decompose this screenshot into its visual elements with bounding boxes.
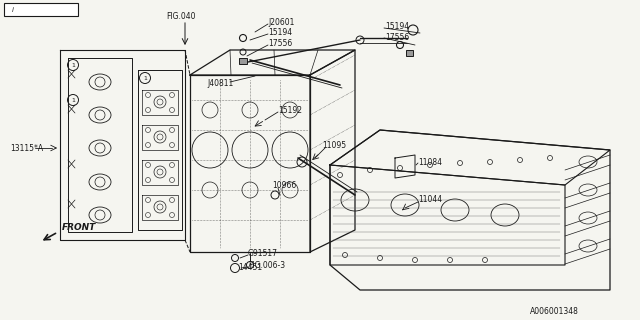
Text: FRONT: FRONT	[62, 223, 96, 233]
Text: 13115*A: 13115*A	[10, 143, 43, 153]
Text: FIG.040: FIG.040	[166, 12, 195, 20]
Text: 1: 1	[71, 62, 75, 68]
Text: 15194: 15194	[385, 21, 409, 30]
Text: 15192: 15192	[278, 106, 302, 115]
Text: J40811: J40811	[207, 78, 233, 87]
FancyBboxPatch shape	[239, 58, 247, 64]
Text: i: i	[12, 7, 14, 13]
Text: 10966: 10966	[272, 180, 296, 189]
Text: 11095: 11095	[322, 140, 346, 149]
Text: J20883: J20883	[21, 6, 56, 15]
Text: A006001348: A006001348	[530, 308, 579, 316]
Text: 11084: 11084	[418, 157, 442, 166]
FancyBboxPatch shape	[4, 3, 78, 16]
Text: 1: 1	[143, 76, 147, 81]
Text: G91517: G91517	[248, 250, 278, 259]
Text: 1: 1	[71, 98, 75, 102]
Text: 14451: 14451	[238, 263, 262, 273]
Text: FIG.006-3: FIG.006-3	[248, 261, 285, 270]
Text: 11044: 11044	[418, 196, 442, 204]
Text: J20601: J20601	[268, 18, 294, 27]
Text: 17556: 17556	[385, 33, 409, 42]
Text: 15194: 15194	[268, 28, 292, 36]
Text: 17556: 17556	[268, 38, 292, 47]
FancyBboxPatch shape	[406, 50, 413, 56]
